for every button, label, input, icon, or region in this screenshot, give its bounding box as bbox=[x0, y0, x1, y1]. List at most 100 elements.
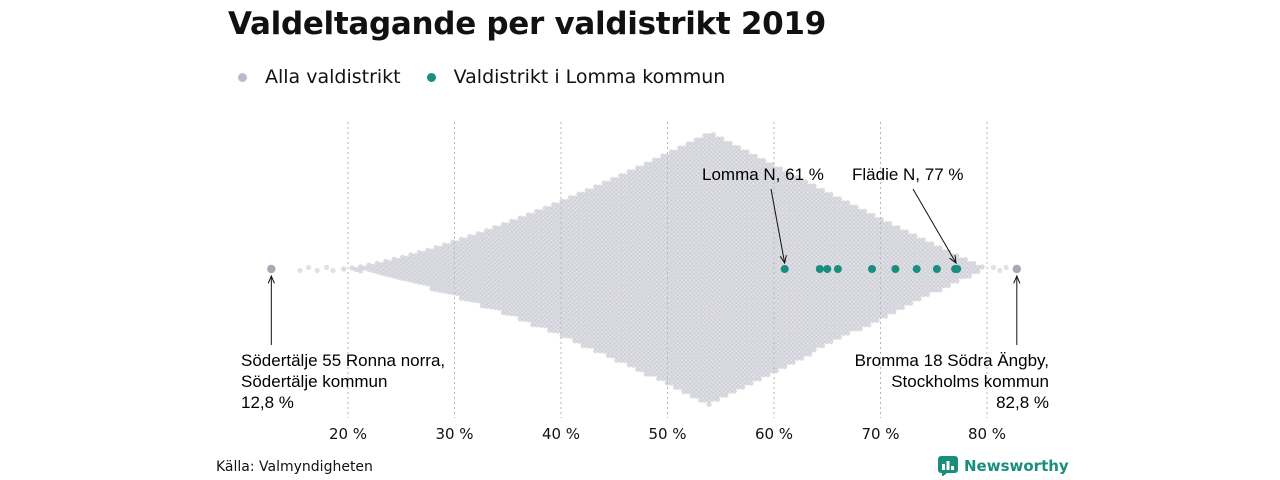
swarm-point bbox=[782, 212, 788, 218]
swarm-point bbox=[618, 320, 624, 326]
swarm-point bbox=[416, 266, 422, 272]
swarm-point bbox=[689, 204, 695, 210]
swarm-point bbox=[563, 215, 569, 221]
swarm-point bbox=[664, 258, 670, 264]
swarm-point bbox=[660, 178, 666, 184]
swarm-point bbox=[723, 367, 729, 373]
swarm-point bbox=[702, 330, 708, 336]
swarm-point bbox=[525, 229, 532, 235]
swarm-point bbox=[723, 262, 729, 268]
swarm-point bbox=[626, 202, 632, 208]
swarm-point bbox=[824, 284, 830, 290]
swarm-point bbox=[735, 271, 742, 277]
annotation-label-min: Södertälje kommun bbox=[241, 372, 387, 391]
swarm-point bbox=[698, 191, 704, 197]
swarm-point bbox=[651, 329, 658, 335]
swarm-point bbox=[597, 331, 603, 337]
swarm-point bbox=[794, 330, 800, 336]
swarm-point bbox=[614, 261, 620, 267]
swarm-point bbox=[639, 241, 645, 247]
swarm-point bbox=[618, 210, 624, 216]
swarm-point bbox=[756, 187, 763, 193]
swarm-point bbox=[719, 195, 725, 201]
swarm-point bbox=[790, 334, 796, 340]
swarm-point bbox=[748, 170, 754, 176]
swarm-point bbox=[777, 208, 784, 214]
swarm-point bbox=[668, 351, 674, 357]
swarm-point bbox=[723, 186, 729, 192]
swarm-point bbox=[735, 321, 742, 327]
swarm-point bbox=[685, 187, 691, 193]
swarm-point bbox=[500, 230, 506, 236]
swarm-point bbox=[752, 363, 758, 369]
swarm-point bbox=[735, 350, 742, 356]
swarm-point bbox=[815, 246, 821, 252]
swarm-point bbox=[782, 221, 788, 227]
swarm-point bbox=[954, 278, 960, 284]
swarm-point bbox=[677, 200, 683, 206]
swarm-point bbox=[597, 344, 603, 350]
swarm-point bbox=[656, 178, 662, 184]
swarm-point bbox=[727, 350, 733, 356]
swarm-point bbox=[462, 275, 469, 281]
swarm-point bbox=[668, 372, 674, 378]
swarm-point bbox=[689, 309, 695, 315]
swarm-point bbox=[635, 190, 641, 196]
swarm-point bbox=[496, 246, 502, 252]
swarm-point bbox=[605, 294, 611, 300]
brand[interactable]: Newsworthy bbox=[938, 456, 1069, 476]
swarm-point bbox=[735, 363, 742, 369]
swarm-point bbox=[630, 211, 637, 217]
swarm-point bbox=[702, 322, 708, 328]
swarm-point bbox=[559, 236, 565, 242]
swarm-point bbox=[723, 153, 729, 159]
swarm-point bbox=[748, 359, 754, 365]
swarm-point bbox=[782, 359, 788, 365]
swarm-point bbox=[735, 170, 742, 176]
swarm-point bbox=[656, 304, 662, 310]
swarm-point bbox=[824, 204, 830, 210]
swarm-point bbox=[740, 355, 746, 361]
swarm-point bbox=[828, 217, 834, 223]
swarm-point bbox=[777, 347, 784, 353]
swarm-point bbox=[626, 190, 632, 196]
swarm-point bbox=[693, 221, 700, 227]
swarm-point bbox=[546, 218, 553, 224]
swarm-point bbox=[748, 279, 754, 285]
swarm-point bbox=[706, 364, 712, 370]
swarm-point bbox=[378, 270, 385, 276]
swarm-point bbox=[597, 268, 603, 274]
swarm-point bbox=[525, 237, 532, 243]
swarm-point bbox=[593, 310, 599, 316]
swarm-point bbox=[744, 237, 750, 243]
swarm-point bbox=[761, 225, 767, 231]
swarm-point bbox=[702, 179, 708, 185]
swarm-point bbox=[773, 317, 779, 323]
swarm-point bbox=[383, 271, 389, 277]
swarm-point bbox=[593, 314, 599, 320]
swarm-point bbox=[588, 343, 595, 349]
swarm-point bbox=[643, 207, 649, 213]
swarm-point bbox=[794, 238, 800, 244]
swarm-point bbox=[727, 342, 733, 348]
swarm-point bbox=[542, 222, 548, 228]
swarm-point bbox=[748, 325, 754, 331]
swarm-point bbox=[702, 208, 708, 214]
swarm-point bbox=[824, 305, 830, 311]
swarm-point bbox=[811, 288, 817, 294]
swarm-point bbox=[798, 191, 805, 197]
swarm-point bbox=[744, 329, 750, 336]
annotation-label-fladie: Flädie N, 77 % bbox=[852, 165, 964, 184]
swarm-point bbox=[643, 337, 649, 343]
swarm-point bbox=[761, 283, 767, 290]
swarm-point bbox=[609, 218, 616, 224]
swarm-point bbox=[635, 257, 641, 263]
swarm-point bbox=[630, 278, 637, 284]
swarm-point bbox=[710, 329, 716, 335]
swarm-point bbox=[609, 227, 616, 233]
swarm-point bbox=[555, 315, 561, 321]
swarm-point bbox=[719, 346, 725, 352]
swarm-point bbox=[588, 226, 595, 232]
swarm-point bbox=[798, 271, 805, 277]
swarm-point bbox=[811, 212, 817, 218]
